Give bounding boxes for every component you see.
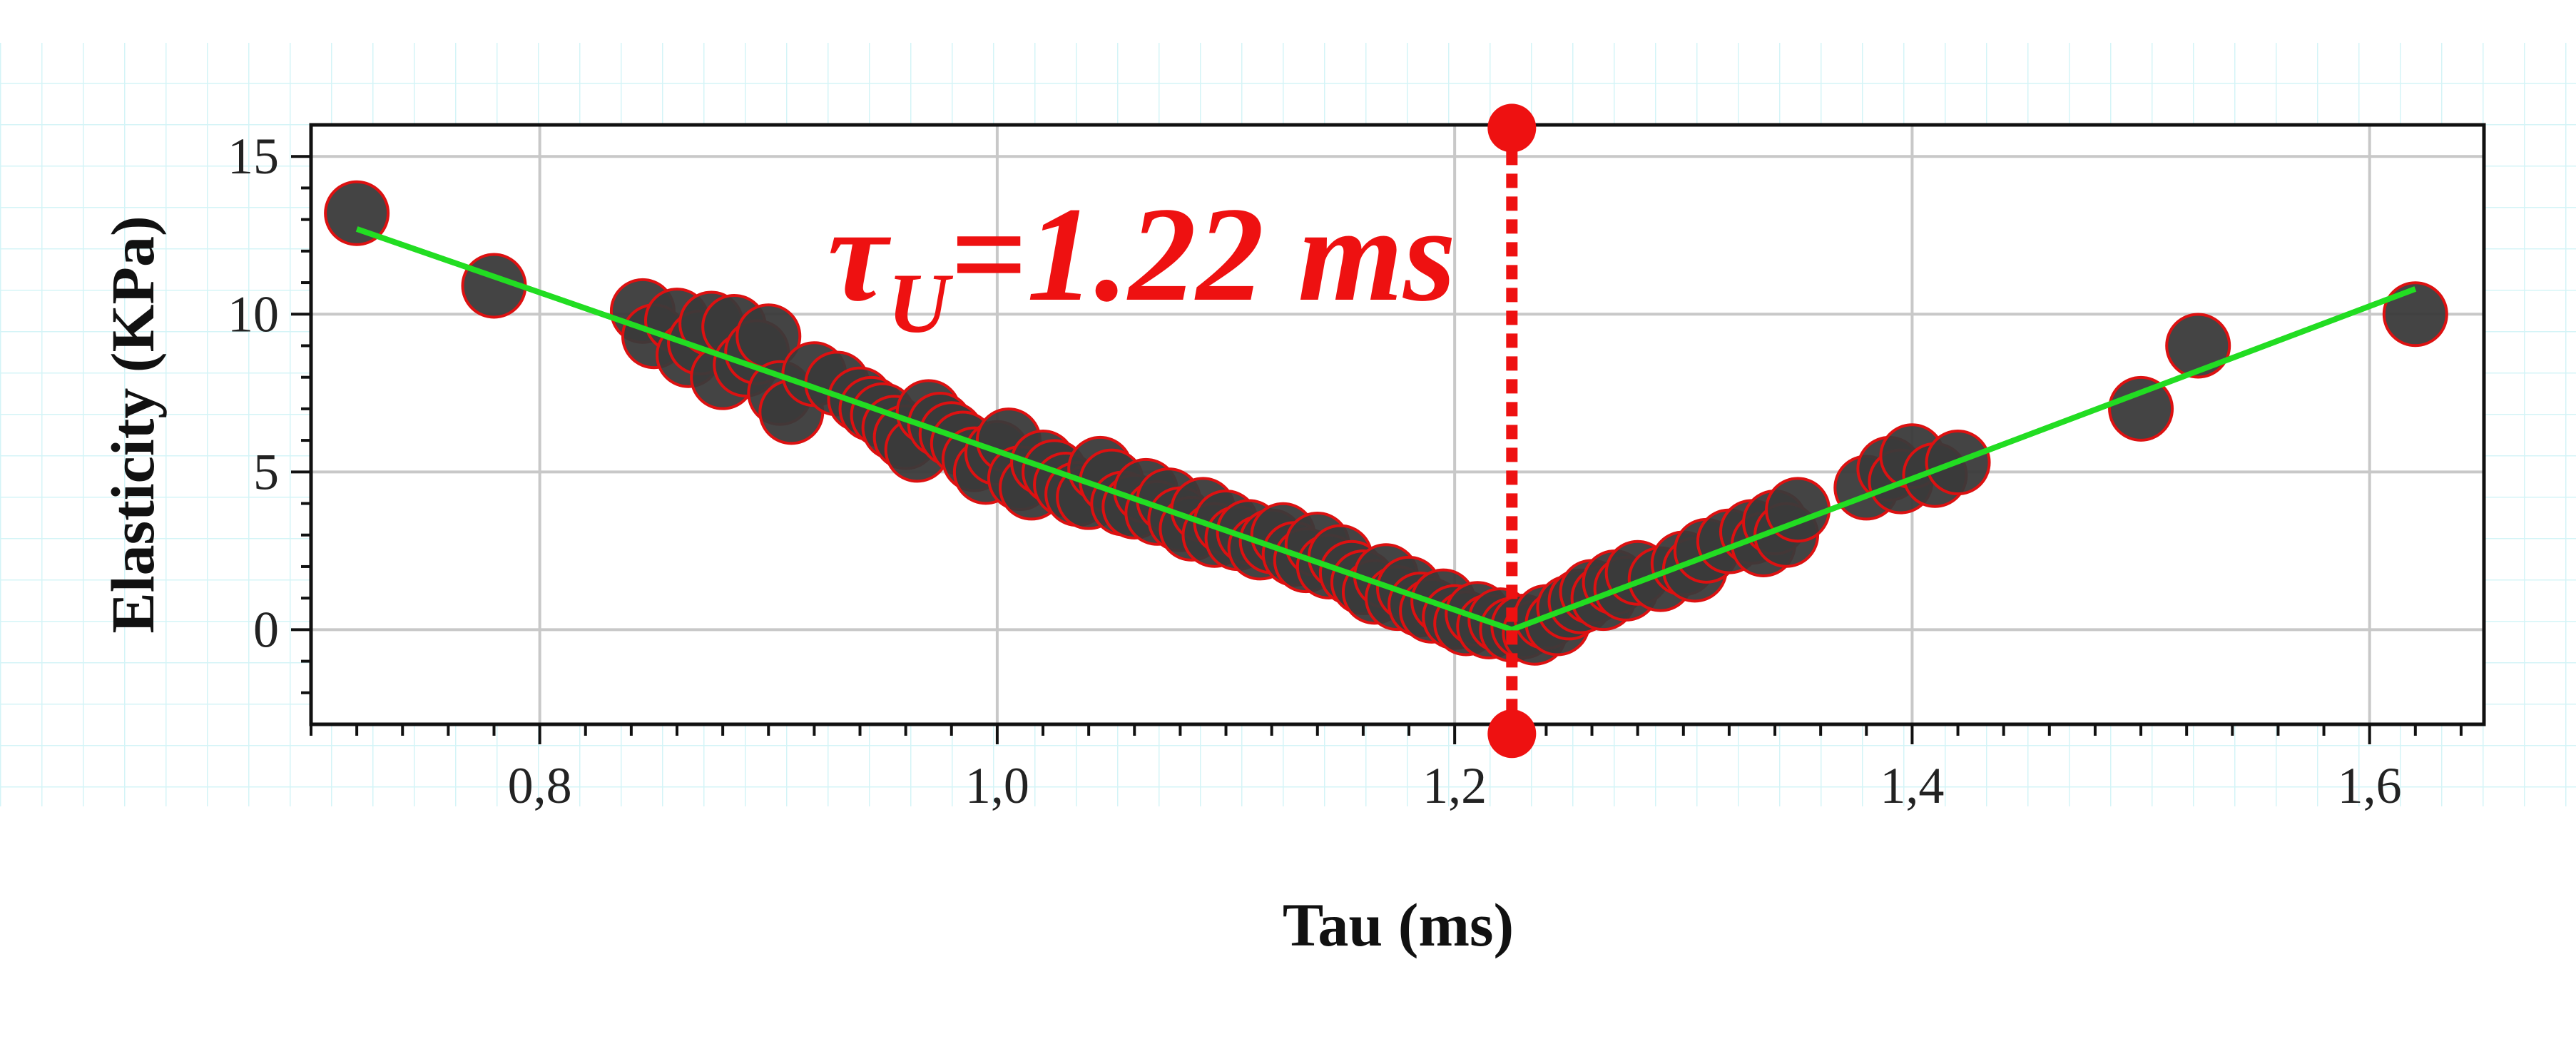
data-point xyxy=(2108,375,2174,442)
data-point xyxy=(2165,313,2231,379)
fit-lines-overlay xyxy=(355,226,2417,633)
threshold-marker xyxy=(1487,103,1537,759)
data-point xyxy=(324,180,390,246)
annotation-tau: τ xyxy=(828,180,892,330)
threshold-bottom-dot xyxy=(1487,709,1537,759)
y-tick-label: 0 xyxy=(253,601,279,658)
y-tick-label: 15 xyxy=(228,128,279,185)
fit-line-overlay xyxy=(355,226,1513,633)
annotation-subscript: U xyxy=(887,255,953,350)
y-axis-ticks: 0 5 10 15 xyxy=(228,128,311,694)
data-point xyxy=(2382,281,2448,348)
y-tick-label: 10 xyxy=(228,285,279,343)
fit-line-overlay xyxy=(1510,286,2417,633)
x-tick-label: 1,0 xyxy=(965,757,1029,814)
y-tick-label: 5 xyxy=(253,443,279,500)
plot-frame xyxy=(309,123,2486,726)
x-axis-ticks: 0,8 1,0 1,2 1,4 1,6 xyxy=(310,724,2463,814)
threshold-annotation: τU=1.22 ms xyxy=(828,180,1456,350)
x-tick-label: 0,8 xyxy=(508,757,572,814)
annotation-value: =1.22 ms xyxy=(950,180,1456,330)
x-tick-label: 1,2 xyxy=(1422,757,1487,814)
x-tick-label: 1,6 xyxy=(2338,757,2402,814)
y-axis-title: Elasticity (KPa) xyxy=(98,216,167,633)
x-axis-title: Tau (ms) xyxy=(1283,891,1514,959)
x-tick-label: 1,4 xyxy=(1880,757,1944,814)
threshold-top-dot xyxy=(1487,103,1537,153)
